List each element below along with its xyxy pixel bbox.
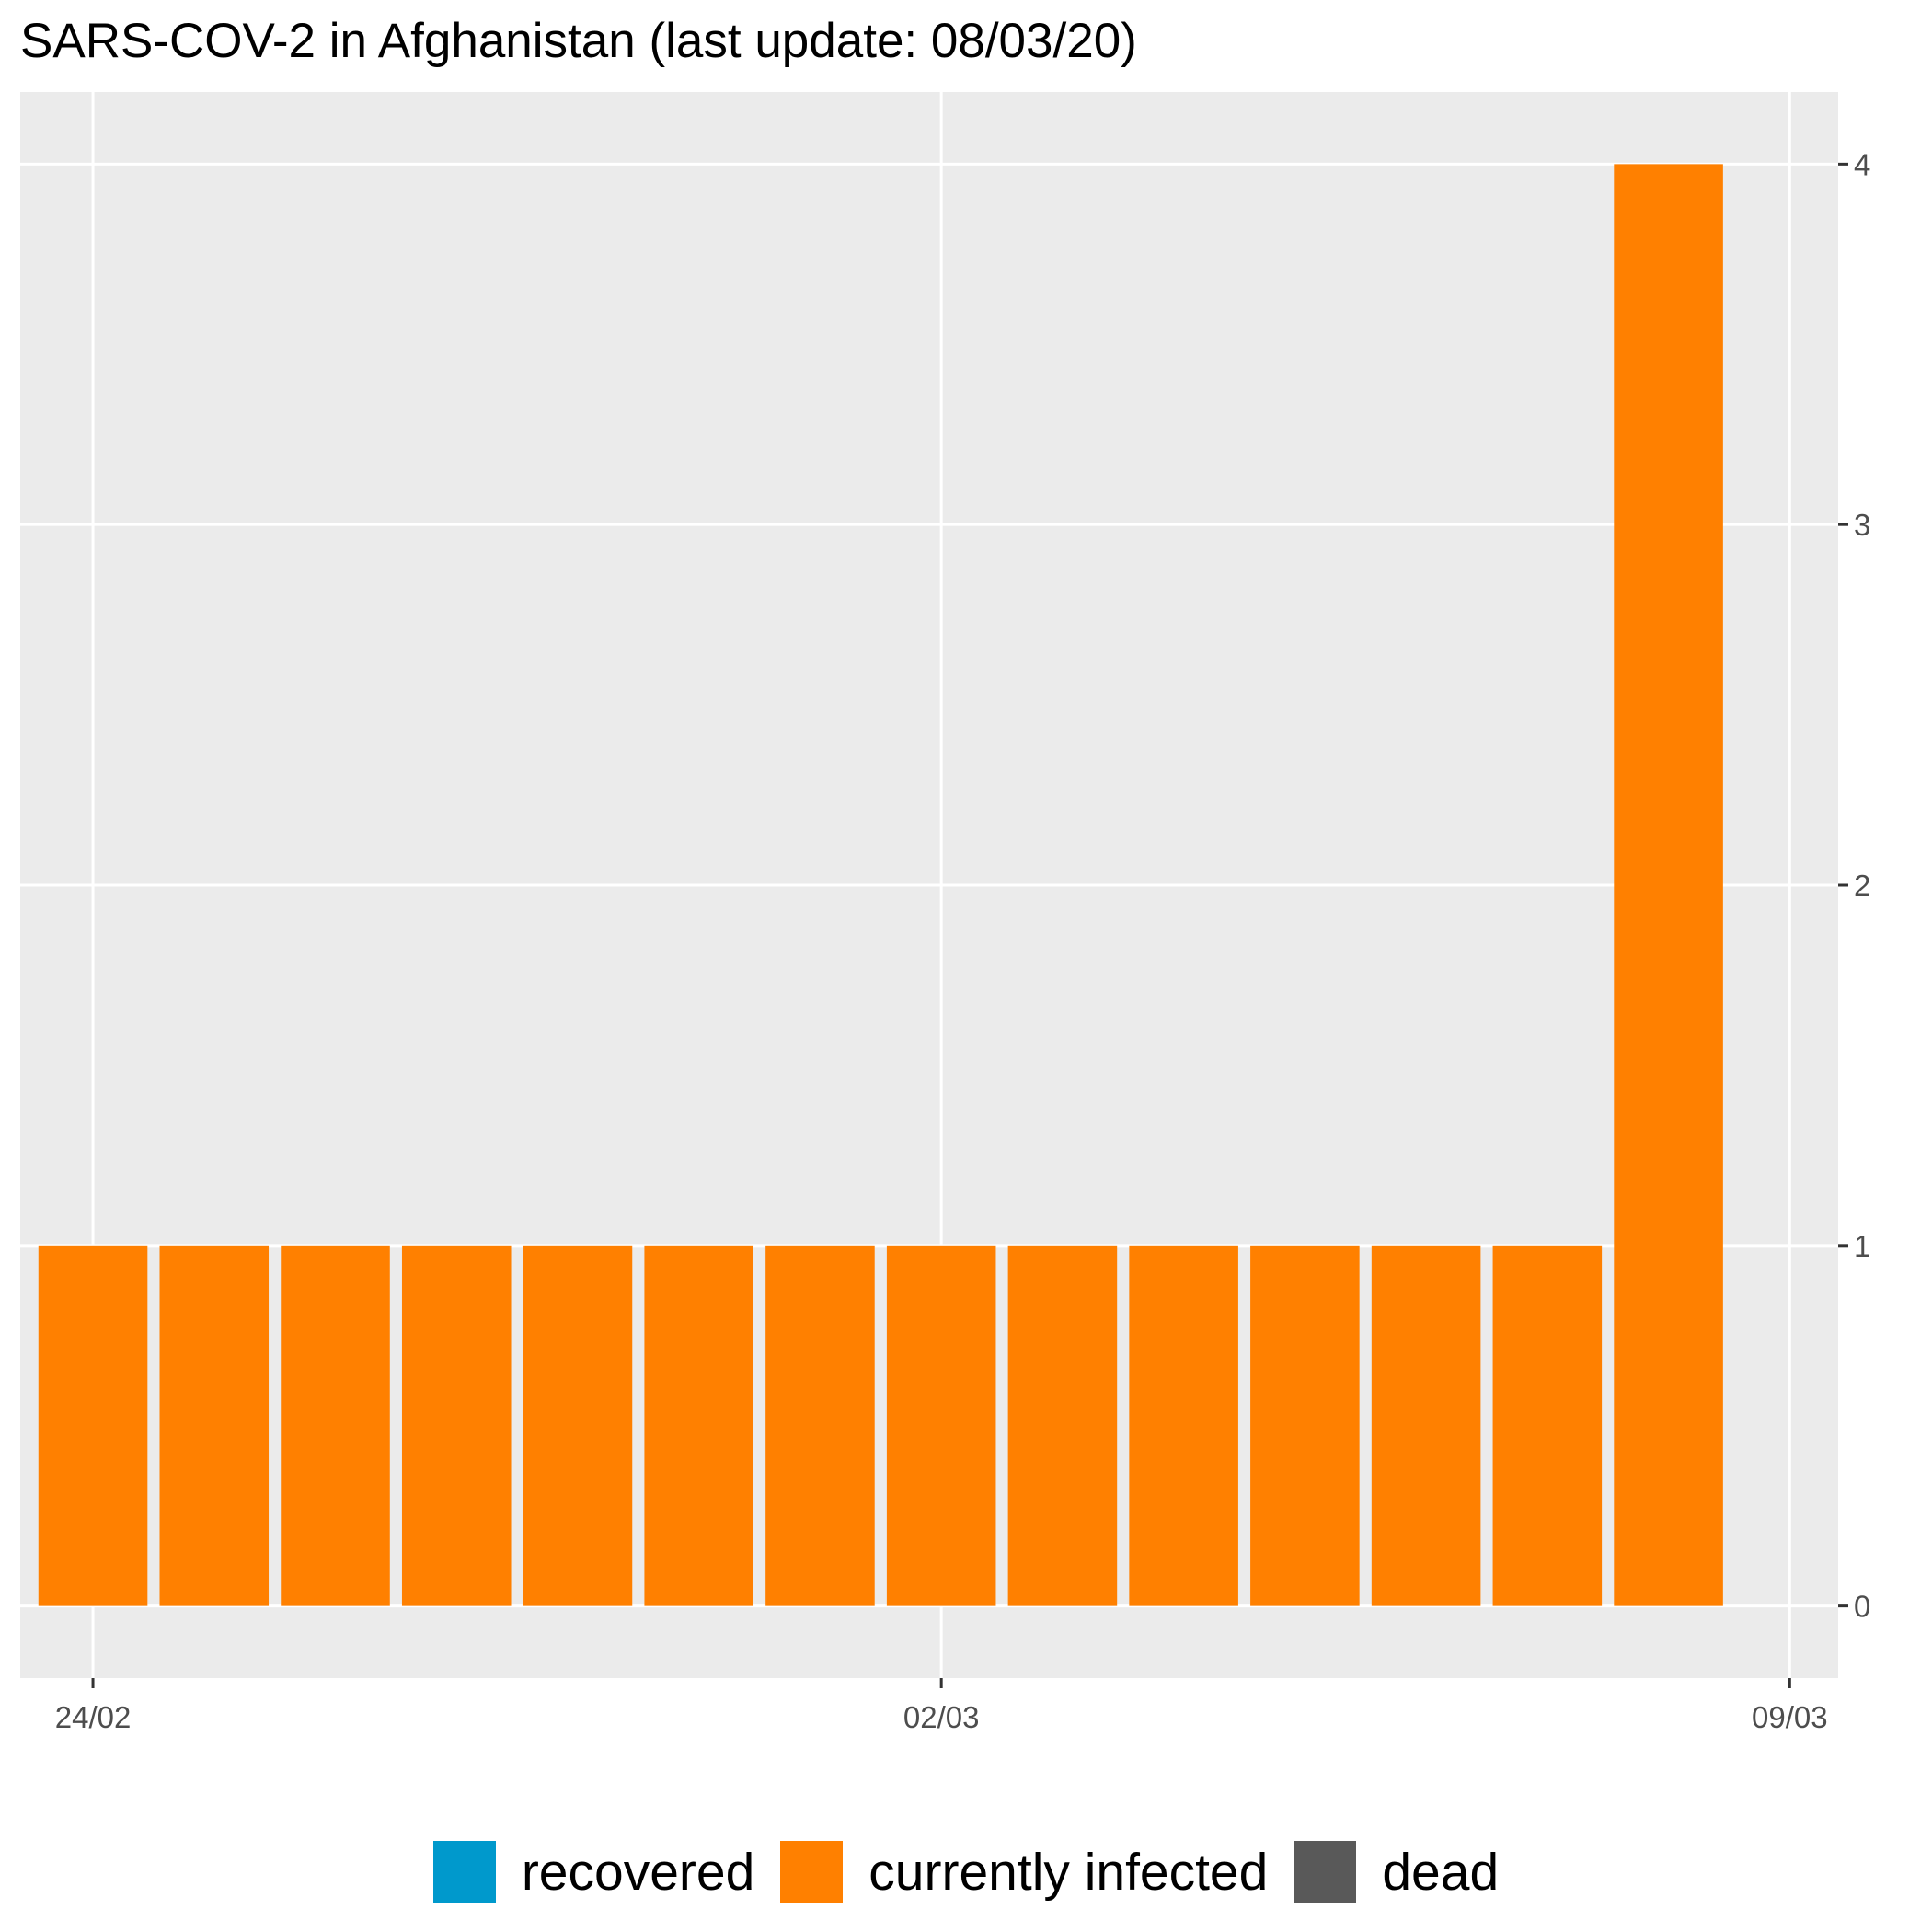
y-tick-label: 1 <box>1854 1229 1870 1263</box>
bar <box>1129 1245 1238 1606</box>
legend-label: dead <box>1382 1843 1500 1902</box>
axes: 0 1 2 3 4 24/02 02/03 09/03 <box>55 147 1871 1734</box>
bar <box>1492 1245 1603 1606</box>
legend-item: currently infected <box>780 1841 1268 1903</box>
y-tick-label: 2 <box>1854 868 1870 903</box>
legend-swatch <box>1294 1841 1357 1903</box>
bar <box>401 1245 512 1606</box>
bar <box>1371 1245 1481 1606</box>
bar <box>886 1245 996 1606</box>
bar <box>523 1245 633 1606</box>
x-tick-label: 02/03 <box>903 1700 980 1734</box>
legend-swatch <box>432 1841 496 1903</box>
legend-label: recovered <box>521 1843 755 1902</box>
bar <box>281 1245 390 1606</box>
legend-swatch <box>780 1841 844 1903</box>
y-tick-label: 4 <box>1854 147 1870 181</box>
bar <box>1007 1245 1118 1606</box>
y-tick-label: 3 <box>1854 508 1870 542</box>
bar <box>159 1245 270 1606</box>
legend-item: recovered <box>432 1841 755 1903</box>
bar <box>644 1245 753 1606</box>
x-tick-label: 09/03 <box>1752 1700 1828 1734</box>
legend-item: dead <box>1294 1841 1499 1903</box>
legend: recovered currently infected dead <box>0 1831 1932 1914</box>
x-tick-label: 24/02 <box>55 1700 132 1734</box>
legend-label: currently infected <box>868 1843 1269 1902</box>
bars <box>38 164 1723 1606</box>
bar <box>1250 1245 1360 1606</box>
bar <box>1614 164 1723 1606</box>
y-tick-label: 0 <box>1854 1590 1870 1624</box>
bar <box>38 1245 148 1606</box>
chart-title: SARS-COV-2 in Afghanistan (last update: … <box>20 14 1137 68</box>
bar <box>765 1245 875 1606</box>
